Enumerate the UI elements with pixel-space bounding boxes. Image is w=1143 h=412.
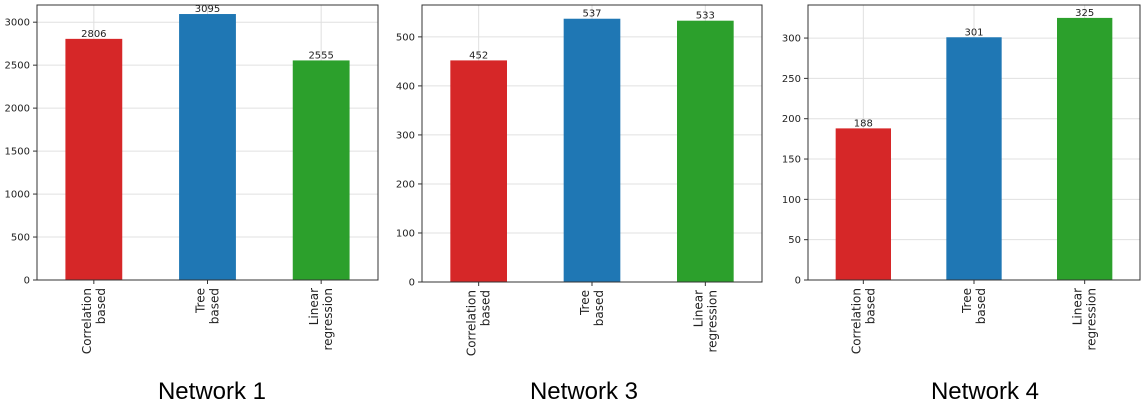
chart-2-ytick-label-3: 300 <box>396 130 415 141</box>
chart-1-category-label-1: Treebased <box>194 288 222 324</box>
chart-3-ytick-label-4: 200 <box>782 114 801 125</box>
chart-3-category-label-0: Correlationbased <box>849 288 877 354</box>
chart-3-bar-2 <box>1057 17 1113 280</box>
chart-3-ytick-label-2: 100 <box>782 195 801 206</box>
chart-2-ytick-label-5: 500 <box>396 32 415 43</box>
chart-3-category-label-2: Linearregression <box>1071 288 1099 351</box>
chart-1-ytick-label-2: 1000 <box>5 190 30 201</box>
chart-2-title: Network 3 <box>529 378 639 405</box>
chart-1-bar-0 <box>65 38 123 280</box>
chart-1-bar-2 <box>292 60 350 280</box>
chart-1-title: Network 1 <box>157 378 267 405</box>
chart-3-ytick-label-1: 50 <box>788 235 801 246</box>
chart-2-bar-0 <box>450 60 507 283</box>
chart-1-ytick-label-3: 1500 <box>5 147 30 158</box>
chart-3-ytick-label-5: 250 <box>782 74 801 85</box>
chart-2-category-label-0: Correlationbased <box>465 290 493 356</box>
chart-1-frame <box>36 4 379 281</box>
chart-1-value-label-0: 2806 <box>81 29 106 40</box>
chart-3-bar-1 <box>946 37 1002 281</box>
chart-1-ytick-label-4: 2000 <box>5 104 30 115</box>
chart-1-value-label-2: 2555 <box>308 50 333 61</box>
chart-3-frame <box>807 4 1141 281</box>
chart-2-ytick-label-2: 200 <box>396 179 415 190</box>
chart-1-ytick-label-0: 0 <box>24 276 30 287</box>
chart-3-ytick-label-0: 0 <box>795 276 801 287</box>
chart-3-value-label-1: 301 <box>964 27 983 38</box>
chart-3-title: Network 4 <box>930 378 1040 405</box>
chart-1-ytick-label-1: 500 <box>11 233 30 244</box>
chart-1-value-label-1: 3095 <box>195 4 220 15</box>
chart-1: 0 500 1000 1500 2000 2500 3000 2806 Correlationb… <box>5 4 379 354</box>
chart-3-category-label-1: Treebased <box>960 288 988 324</box>
chart-2-value-label-2: 533 <box>696 11 715 22</box>
chart-3-bar-0 <box>835 128 891 280</box>
chart-3-ytick-label-6: 300 <box>782 34 801 45</box>
chart-2-category-label-2: Linearregression <box>691 290 719 353</box>
chart-2-value-label-0: 452 <box>469 50 488 61</box>
chart-1-ytick-label-5: 2500 <box>5 61 30 72</box>
chart-1-bar-1 <box>179 14 236 280</box>
chart-1-ytick-label-6: 3000 <box>5 18 30 29</box>
chart-1-category-label-2: Linearregression <box>307 288 335 351</box>
chart-2-ytick-label-0: 0 <box>409 278 415 289</box>
chart-3-value-label-2: 325 <box>1075 8 1094 19</box>
chart-1-category-label-0: Correlationbased <box>80 288 108 354</box>
chart-2-ytick-label-1: 100 <box>396 228 415 239</box>
chart-2-bar-1 <box>563 18 621 282</box>
chart-2: 0 100 200 300 400 500 452 Correlationbased 537 Tr… <box>396 4 763 356</box>
chart-2-value-label-1: 537 <box>582 9 601 20</box>
chart-3: 0 50 100 150 200 250 300 188 Correlationbased 301… <box>782 4 1141 354</box>
chart-2-bar-2 <box>677 20 734 282</box>
chart-3-ytick-label-3: 150 <box>782 155 801 166</box>
chart-2-category-label-1: Treebased <box>578 290 606 326</box>
chart-3-value-label-0: 188 <box>854 118 873 129</box>
chart-2-ytick-label-4: 400 <box>396 81 415 92</box>
chart-2-frame <box>421 4 763 283</box>
